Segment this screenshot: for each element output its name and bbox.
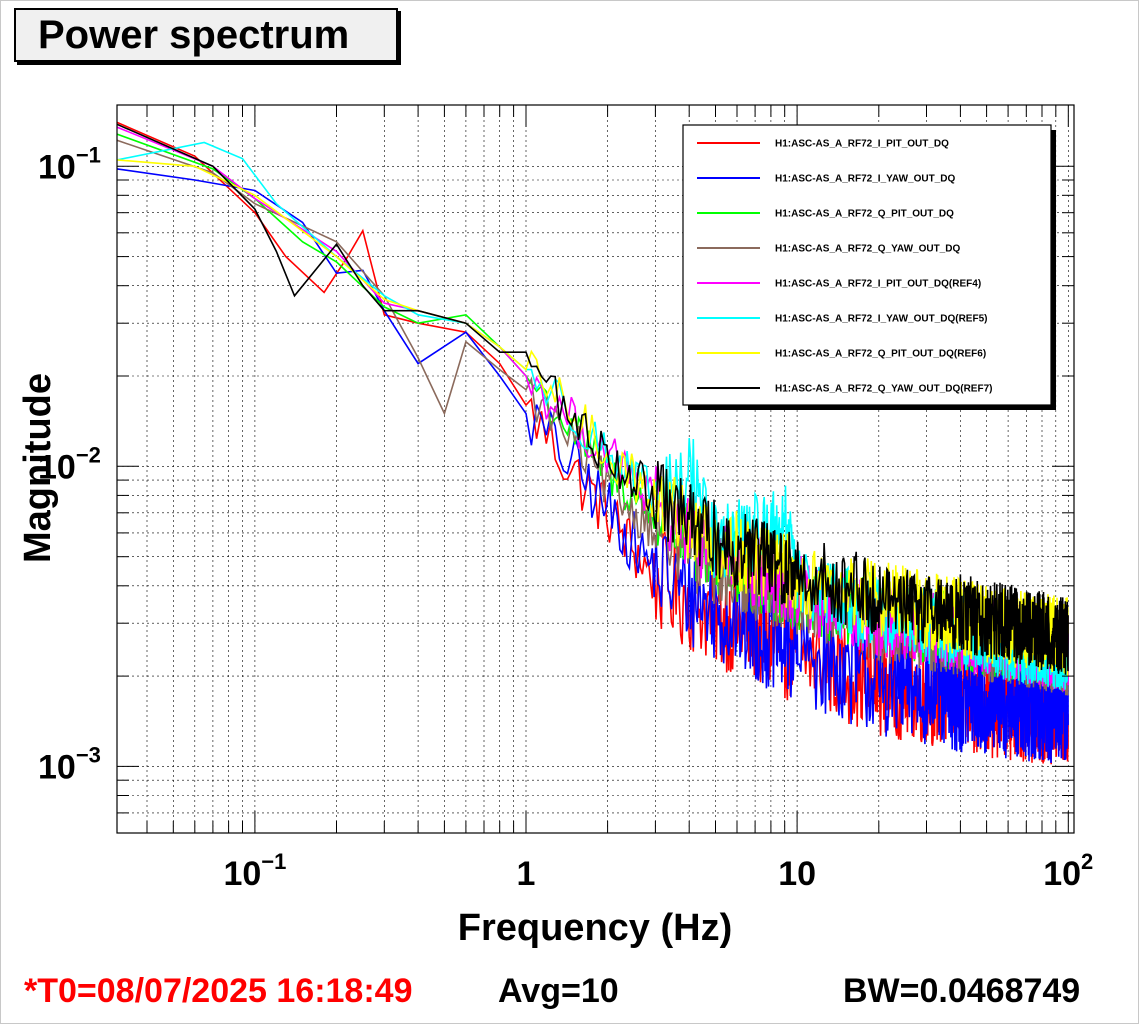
- x-tick-label: 10: [778, 855, 816, 893]
- tick-labels: 10−1 1 10 102 10−1 10−2 10−3: [38, 142, 1093, 893]
- axis-ticks: [117, 105, 1074, 834]
- legend: H1:ASC-AS_A_RF72_I_PIT_OUT_DQ H1:ASC-AS_A…: [682, 124, 1056, 410]
- y-axis-label: Magnitude: [17, 373, 59, 563]
- bandwidth-value: BW=0.0468749: [843, 972, 1081, 1010]
- legend-label: H1:ASC-AS_A_RF72_Q_YAW_OUT_DQ: [775, 244, 960, 255]
- t0-timestamp: *T0=08/07/2025 16:18:49: [24, 972, 413, 1010]
- plot-frame: [116, 104, 1075, 834]
- series-lines: [117, 121, 1069, 765]
- legend-label: H1:ASC-AS_A_RF72_I_YAW_OUT_DQ: [775, 174, 955, 185]
- legend-label: H1:ASC-AS_A_RF72_I_YAW_OUT_DQ(REF5): [775, 314, 987, 325]
- chart-title: Power spectrum: [14, 8, 398, 62]
- x-tick-label: 102: [1043, 849, 1093, 893]
- series-line: [117, 168, 1069, 763]
- legend-label: H1:ASC-AS_A_RF72_Q_YAW_OUT_DQ(REF7): [775, 384, 992, 395]
- y-tick-label: 10−1: [38, 142, 101, 186]
- x-tick-label: 10−1: [223, 849, 286, 893]
- legend-label: H1:ASC-AS_A_RF72_Q_PIT_OUT_DQ(REF6): [775, 349, 986, 360]
- legend-box: [682, 124, 1052, 406]
- y-tick-label: 10−3: [38, 742, 101, 786]
- x-tick-label: 1: [517, 855, 536, 893]
- averages-count: Avg=10: [498, 972, 619, 1010]
- legend-label: H1:ASC-AS_A_RF72_Q_PIT_OUT_DQ: [775, 209, 954, 220]
- series-line: [117, 123, 1069, 675]
- legend-label: H1:ASC-AS_A_RF72_I_PIT_OUT_DQ(REF4): [775, 279, 981, 290]
- x-axis-label: Frequency (Hz): [458, 907, 732, 949]
- legend-label: H1:ASC-AS_A_RF72_I_PIT_OUT_DQ: [775, 139, 949, 150]
- y-tick-label: 10−2: [38, 442, 101, 486]
